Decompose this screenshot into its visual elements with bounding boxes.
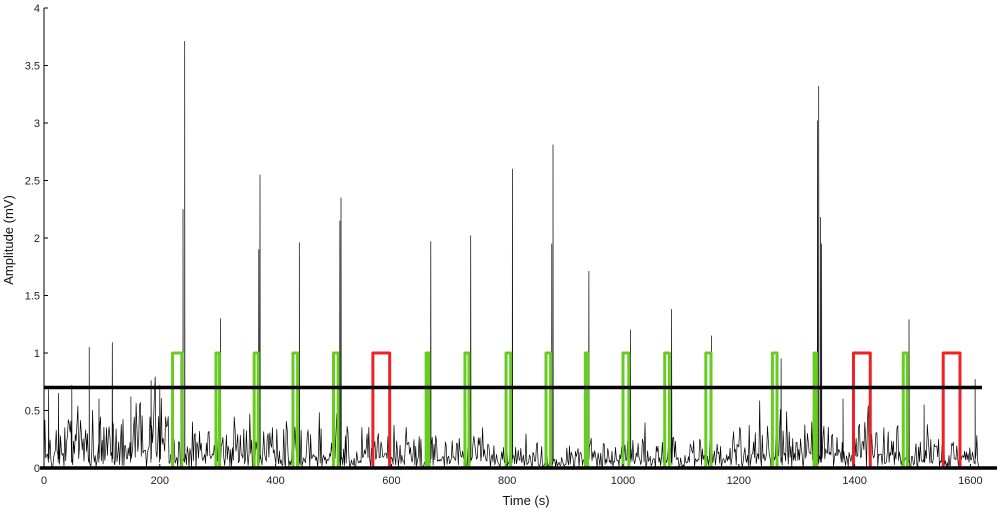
x-tick-label: 1000 [611, 475, 635, 487]
pulse-marker-green [544, 351, 553, 468]
pulse-marker-green [812, 351, 818, 468]
y-tick-label: 3.5 [25, 61, 40, 73]
pulse-marker-green [424, 351, 431, 468]
pulse-marker-green [252, 351, 260, 468]
threshold-layer [40, 385, 997, 470]
y-tick-label: 2.5 [25, 176, 40, 188]
pulse-marker-green [171, 351, 184, 468]
tick-layer: 0 200 400 600 800 1000 1200 1400 1600 0 0.5 1 1.5 2 2.… [25, 3, 983, 487]
pulse-marker-green [504, 351, 513, 468]
x-tick-label: 400 [266, 475, 284, 487]
pulse-marker-green [621, 351, 631, 468]
pulse-marker-green [583, 351, 590, 468]
pulse-layer [171, 351, 962, 468]
y-tick-label: 1 [34, 348, 40, 360]
pulse-marker-green [332, 351, 340, 468]
pulse-marker-red [941, 351, 962, 468]
pulse-marker-green [770, 351, 779, 468]
y-tick-label: 2 [34, 233, 40, 245]
y-tick-label: 3 [34, 118, 40, 130]
pulse-marker-red [851, 351, 872, 468]
x-tick-label: 1200 [727, 475, 751, 487]
pulse-marker-green [901, 351, 909, 468]
pulse-marker-green [663, 351, 671, 468]
pulse-marker-green [291, 351, 300, 468]
y-tick-label: 0 [34, 463, 40, 475]
x-tick-label: 600 [382, 475, 400, 487]
pulse-marker-green [214, 351, 221, 468]
x-tick-label: 1600 [958, 475, 982, 487]
pulse-marker-green [463, 351, 471, 468]
x-tick-label: 0 [41, 475, 47, 487]
x-axis-label: Time (s) [502, 493, 549, 508]
pulse-marker-red [371, 351, 392, 468]
y-axis-label: Amplitude (mV) [1, 195, 16, 285]
x-tick-label: 800 [498, 475, 516, 487]
x-tick-label: 1400 [842, 475, 866, 487]
y-tick-label: 1.5 [25, 291, 40, 303]
x-tick-label: 200 [151, 475, 169, 487]
y-tick-label: 4 [34, 3, 40, 15]
y-tick-label: 0.5 [25, 406, 40, 418]
pulse-marker-green [704, 351, 713, 468]
